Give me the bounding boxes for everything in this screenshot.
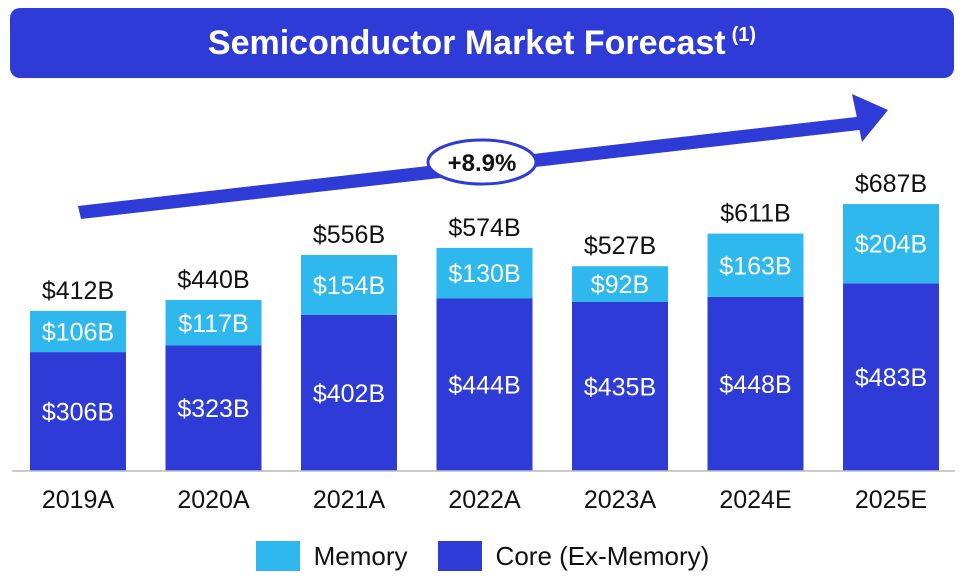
bar-memory-2021A	[301, 254, 397, 315]
data-label-memory-2024E: $163B	[719, 252, 791, 280]
data-label-memory-2025E: $204B	[855, 231, 927, 259]
x-tick-label-2023A: 2023A	[584, 486, 657, 514]
bar-core-2023A	[572, 301, 668, 471]
bar-core-2021A	[301, 314, 397, 471]
bars-group: $306B $106B $412B $323B $117B $440B $402B $154B…	[30, 170, 939, 471]
cagr-label: +8.9%	[448, 150, 517, 177]
data-label-core-2024E: $448B	[719, 371, 791, 399]
cagr-badge	[426, 138, 538, 186]
bar-memory-2024E	[707, 233, 804, 297]
data-label-core-2023A: $435B	[584, 373, 656, 401]
bar-memory-2019A	[30, 310, 126, 353]
growth-arrow-head	[852, 94, 888, 142]
title-banner: Semiconductor Market Forecast (1)	[10, 8, 954, 78]
bar-core-2025E	[843, 283, 939, 471]
data-label-core-2022A: $444B	[448, 372, 520, 400]
data-label-core-2025E: $483B	[855, 364, 927, 392]
data-label-memory-2019A: $106B	[42, 319, 114, 347]
bar-core-2022A	[436, 298, 533, 471]
legend-item-memory: Memory	[255, 540, 408, 572]
bar-core-2024E	[707, 296, 804, 471]
page-title: Semiconductor Market Forecast	[207, 23, 726, 62]
data-label-memory-2021A: $154B	[313, 272, 385, 300]
x-tick-label-2021A: 2021A	[313, 486, 386, 514]
data-label-total-2021A: $556B	[313, 221, 385, 249]
data-label-core-2021A: $402B	[313, 380, 385, 408]
title-footnote-marker: (1)	[731, 23, 757, 46]
data-label-memory-2020A: $117B	[178, 310, 248, 338]
bar-memory-2023A	[572, 266, 668, 302]
legend-item-core: Core (Ex-Memory)	[437, 540, 710, 572]
x-tick-label-2024E: 2024E	[719, 486, 791, 514]
legend-swatch-memory	[255, 541, 300, 571]
x-tick-label-2025E: 2025E	[855, 486, 927, 514]
bar-memory-2025E	[843, 204, 939, 284]
x-tick-label-2019A: 2019A	[42, 486, 115, 514]
data-label-total-2023A: $527B	[584, 232, 656, 260]
data-label-total-2019A: $412B	[42, 277, 114, 305]
x-tick-label-2022A: 2022A	[448, 486, 521, 514]
legend: Memory Core (Ex-Memory)	[0, 538, 965, 574]
legend-label-memory: Memory	[313, 540, 408, 571]
data-label-total-2022A: $574B	[448, 214, 520, 242]
data-label-core-2020A: $323B	[177, 395, 249, 423]
x-tick-labels: 2019A 2020A 2021A 2022A 2023A 2024E 2025E	[42, 486, 927, 514]
bar-core-2019A	[30, 352, 126, 471]
data-label-memory-2023A: $92B	[591, 271, 649, 299]
legend-label-core: Core (Ex-Memory)	[495, 540, 710, 571]
data-label-total-2025E: $687B	[855, 170, 927, 198]
x-tick-label-2020A: 2020A	[177, 486, 250, 514]
growth-arrow-group: +8.9%	[78, 94, 888, 219]
bar-memory-2022A	[436, 247, 533, 299]
bar-memory-2020A	[165, 300, 262, 346]
bar-core-2020A	[165, 345, 262, 471]
legend-swatch-core	[437, 541, 482, 571]
data-label-memory-2022A: $130B	[448, 260, 520, 288]
data-label-total-2024E: $611B	[720, 200, 790, 228]
data-label-core-2019A: $306B	[42, 399, 114, 427]
data-label-total-2020A: $440B	[177, 266, 249, 294]
